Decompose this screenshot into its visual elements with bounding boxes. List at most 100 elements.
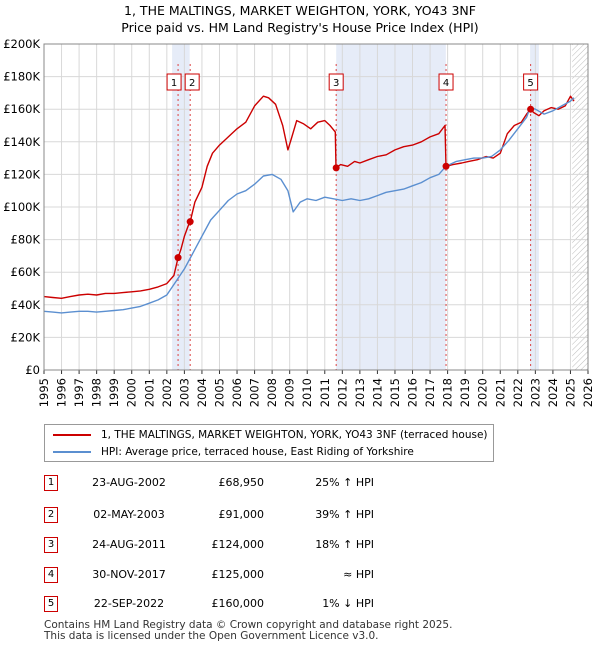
- y-tick-label: £180K: [3, 70, 40, 84]
- legend-swatch-hpi: [53, 451, 91, 453]
- x-tick-label: 2002: [160, 378, 174, 407]
- x-tick-label: 2015: [388, 378, 402, 407]
- x-tick-label: 2012: [335, 378, 349, 407]
- transaction-row: 3 24-AUG-2011 £124,000 18% ↑ HPI: [44, 537, 464, 553]
- transaction-date: 23-AUG-2002: [92, 476, 166, 489]
- x-tick-label: 2005: [212, 378, 226, 407]
- transaction-row: 1 23-AUG-2002 £68,950 25% ↑ HPI: [44, 475, 464, 491]
- x-tick-label: 2026: [581, 378, 595, 407]
- transaction-price: £124,000: [211, 538, 265, 551]
- transaction-label-number: 3: [333, 78, 339, 89]
- x-tick-label: 2014: [370, 378, 384, 407]
- transaction-hpi-diff: 1% ↓ HPI: [322, 597, 374, 610]
- x-tick-label: 2017: [423, 378, 437, 407]
- transaction-price: £125,000: [211, 568, 265, 581]
- legend: 1, THE MALTINGS, MARKET WEIGHTON, YORK, …: [44, 424, 494, 462]
- hpi-line: [43, 97, 575, 314]
- x-tick-label: 2001: [142, 378, 156, 407]
- axes: £0 £20K £40K £60K £80K £100K £120K £140K £160K £1…: [3, 37, 595, 407]
- transaction-price: £160,000: [211, 597, 265, 610]
- transaction-price: £91,000: [218, 508, 265, 521]
- chart-subtitle: Price paid vs. HM Land Registry's House …: [121, 20, 479, 35]
- footer-copyright: Contains HM Land Registry data © Crown c…: [44, 619, 453, 631]
- x-tick-label: 1995: [37, 378, 51, 407]
- x-tick-label: 2020: [476, 378, 490, 407]
- legend-item-property: 1, THE MALTINGS, MARKET WEIGHTON, YORK, …: [53, 427, 488, 443]
- x-tick-label: 2023: [528, 378, 542, 407]
- transaction-number: 2: [44, 507, 58, 523]
- transaction-number: 1: [44, 475, 58, 491]
- transaction-date: 02-MAY-2003: [93, 508, 165, 521]
- x-tick-label: 2021: [493, 378, 507, 407]
- footer-licence: This data is licensed under the Open Gov…: [44, 630, 379, 642]
- transaction-point: [332, 164, 340, 172]
- transaction-label-number: 1: [171, 78, 177, 89]
- transaction-label-number: 5: [527, 78, 533, 89]
- x-tick-label: 2007: [248, 378, 262, 407]
- transaction-hpi-diff: ≈ HPI: [343, 568, 374, 581]
- transaction-label-number: 4: [443, 78, 449, 89]
- x-tick-label: 2003: [177, 378, 191, 407]
- y-tick-label: £140K: [3, 135, 40, 149]
- x-tick-label: 1998: [90, 378, 104, 407]
- footer: Contains HM Land Registry data © Crown c…: [44, 620, 452, 642]
- x-tick-label: 2022: [511, 378, 525, 407]
- y-tick-label: £0: [25, 363, 40, 377]
- property-price-line: [43, 95, 575, 299]
- transaction-point: [174, 254, 182, 262]
- transaction-label-box: [523, 73, 539, 91]
- x-tick-label: 1996: [55, 378, 69, 407]
- transaction-date: 30-NOV-2017: [92, 568, 166, 581]
- transaction-row: 2 02-MAY-2003 £91,000 39% ↑ HPI: [44, 507, 464, 523]
- y-tick-label: £80K: [11, 233, 41, 247]
- grid: [43, 43, 589, 371]
- legend-swatch-property: [53, 434, 91, 436]
- transaction-hpi-diff: 39% ↑ HPI: [315, 508, 374, 521]
- x-tick-label: 2006: [230, 378, 244, 407]
- transaction-lines: [177, 64, 532, 370]
- x-tick-label: 2011: [318, 378, 332, 407]
- transaction-label-number: 2: [189, 78, 195, 89]
- x-tick-label: 2004: [195, 378, 209, 407]
- chart-title-line1: 1, THE MALTINGS, MARKET WEIGHTON, YORK, …: [124, 3, 476, 18]
- chart-title: 1, THE MALTINGS, MARKET WEIGHTON, YORK, …: [0, 2, 600, 36]
- x-tick-label: 1997: [72, 378, 86, 407]
- x-tick-label: 2016: [406, 378, 420, 407]
- x-tick-label: 2000: [125, 378, 139, 407]
- legend-label-property: 1, THE MALTINGS, MARKET WEIGHTON, YORK, …: [101, 429, 488, 441]
- y-tick-label: £100K: [3, 200, 40, 214]
- legend-label-hpi: HPI: Average price, terraced house, East…: [101, 446, 414, 458]
- y-tick-label: £20K: [11, 330, 41, 344]
- y-tick-label: £120K: [3, 167, 40, 181]
- transaction-point: [186, 218, 194, 226]
- x-tick-label: 2024: [546, 378, 560, 407]
- transaction-label-box: [166, 73, 182, 91]
- transaction-date: 22-SEP-2022: [93, 597, 165, 610]
- y-tick-label: £200K: [3, 37, 40, 51]
- transaction-number: 5: [44, 596, 58, 612]
- x-tick-label: 2018: [441, 378, 455, 407]
- x-tick-label: 2025: [563, 378, 577, 407]
- transaction-row: 4 30-NOV-2017 £125,000 ≈ HPI: [44, 567, 464, 583]
- y-tick-label: £60K: [11, 265, 41, 279]
- transaction-hpi-diff: 25% ↑ HPI: [315, 476, 374, 489]
- transaction-date: 24-AUG-2011: [92, 538, 166, 551]
- plot-frame: [43, 43, 589, 371]
- x-tick-label: 2013: [353, 378, 367, 407]
- transaction-markers: 1 2 3 4 5: [166, 73, 539, 262]
- transaction-row: 5 22-SEP-2022 £160,000 1% ↓ HPI: [44, 596, 464, 612]
- x-tick-label: 2009: [283, 378, 297, 407]
- transaction-number: 3: [44, 537, 58, 553]
- legend-item-hpi: HPI: Average price, terraced house, East…: [53, 444, 414, 460]
- y-tick-label: £160K: [3, 102, 40, 116]
- x-tick-label: 2008: [265, 378, 279, 407]
- x-tick-label: 2010: [300, 378, 314, 407]
- series: [43, 95, 575, 314]
- y-tick-label: £40K: [11, 298, 41, 312]
- transaction-number: 4: [44, 567, 58, 583]
- x-tick-label: 2019: [458, 378, 472, 407]
- transaction-point: [527, 105, 535, 113]
- transaction-label-box: [328, 73, 344, 91]
- transaction-price: £68,950: [218, 476, 265, 489]
